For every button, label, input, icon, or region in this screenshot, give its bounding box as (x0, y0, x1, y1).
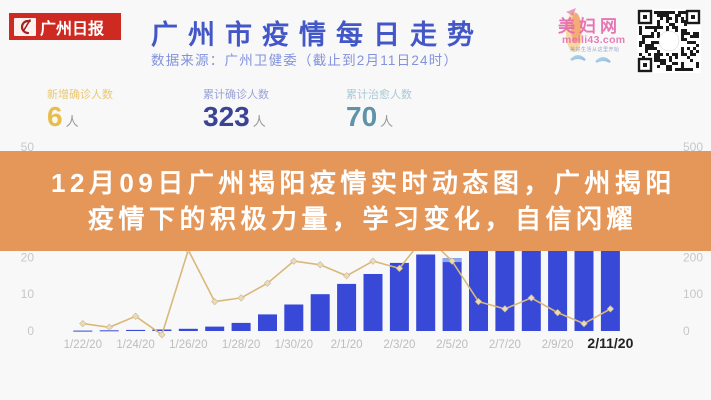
svg-text:20: 20 (21, 250, 35, 264)
svg-text:10: 10 (21, 287, 35, 301)
svg-text:2/1/20: 2/1/20 (331, 339, 363, 351)
svg-text:0: 0 (683, 324, 690, 338)
svg-text:1/28/20: 1/28/20 (222, 339, 260, 351)
svg-text:2/5/20: 2/5/20 (436, 339, 468, 351)
svg-text:0: 0 (27, 324, 34, 338)
svg-text:200: 200 (683, 250, 703, 264)
svg-text:2/7/20: 2/7/20 (489, 339, 521, 351)
svg-text:1/22/20: 1/22/20 (64, 339, 102, 351)
svg-text:100: 100 (683, 287, 703, 301)
svg-text:2/11/20: 2/11/20 (587, 335, 633, 351)
svg-text:2/9/20: 2/9/20 (542, 339, 574, 351)
svg-text:1/30/20: 1/30/20 (275, 339, 313, 351)
svg-text:1/26/20: 1/26/20 (169, 339, 207, 351)
svg-text:1/24/20: 1/24/20 (116, 339, 154, 351)
svg-text:2/3/20: 2/3/20 (383, 339, 415, 351)
